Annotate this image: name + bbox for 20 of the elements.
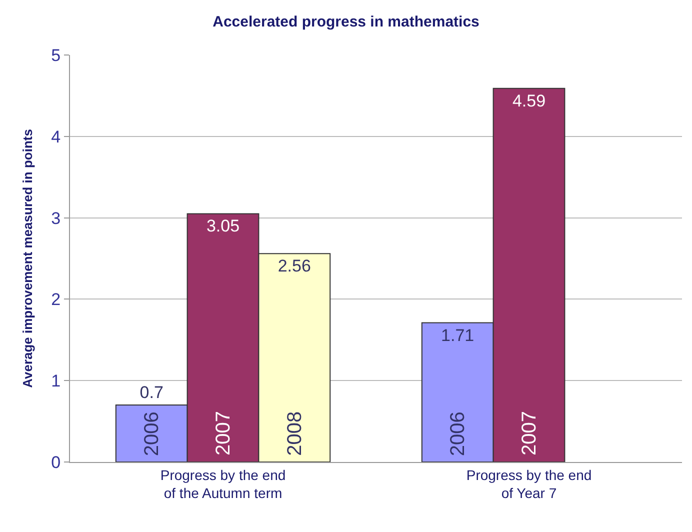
data-label: 3.05 [206,216,240,236]
data-label: 4.59 [512,91,546,110]
data-label: 2.56 [278,256,311,276]
data-label: 1.71 [441,326,474,345]
y-tick-label: 4 [51,127,61,146]
chart-title: Accelerated progress in mathematics [212,13,480,30]
y-tick-label: 2 [51,290,61,310]
x-tick-label: Progress by the end of Year 7 [466,466,592,501]
y-tick-label: 3 [51,208,61,228]
y-tick-label: 0 [51,452,61,472]
text: 2006 [447,412,470,456]
data-label: 0.7 [140,383,164,402]
series-label: 2008 [284,411,306,456]
y-axis-title: Average improvement measured in points [20,129,36,388]
y-tick-label: 1 [51,372,61,391]
text: 2007 [518,411,540,456]
y-tick-label: 5 [51,46,61,65]
x-tick-label: Progress by the end of the Autumn term [160,466,286,501]
series-label: 2006 [141,412,164,456]
series-label: 2007 [212,411,234,456]
